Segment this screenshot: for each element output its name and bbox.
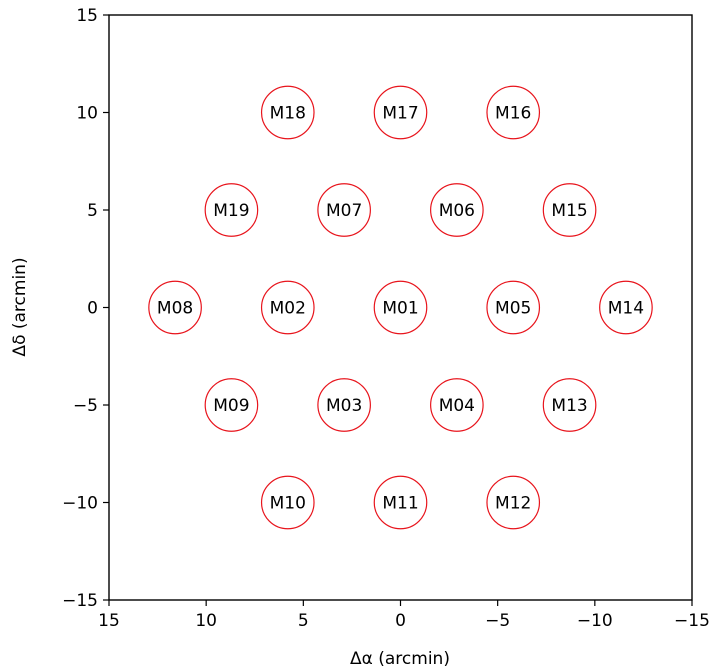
- beam-label-m12: M12: [495, 494, 531, 514]
- beam-circle-m18: [260, 85, 315, 140]
- beam-label-m07: M07: [326, 201, 362, 221]
- x-tick-label: 5: [298, 611, 309, 631]
- beam-circle-m05: [486, 280, 541, 335]
- beam-circle-m17: [373, 85, 428, 140]
- beam-label-m08: M08: [157, 299, 193, 319]
- y-axis-label: Δδ (arcmin): [10, 257, 30, 356]
- y-tick-label: 10: [76, 104, 98, 124]
- y-tick-label: 0: [87, 299, 98, 319]
- beam-circle-m08: [148, 280, 202, 335]
- beam-circle-m03: [317, 378, 371, 432]
- beam-label-m17: M17: [382, 104, 418, 124]
- beam-circle-m06: [430, 183, 484, 237]
- beam-circle-m07: [317, 183, 371, 237]
- beam-label-m19: M19: [213, 201, 249, 221]
- beam-circle-m19: [204, 183, 259, 237]
- beam-label-m06: M06: [439, 201, 475, 221]
- y-tick-label: 15: [76, 6, 98, 26]
- beam-label-m05: M05: [495, 299, 531, 319]
- beam-circle-m01: [373, 280, 428, 335]
- beam-circle-m12: [486, 475, 541, 530]
- x-tick-label: −15: [674, 611, 710, 631]
- beam-circle-m15: [542, 183, 597, 237]
- beam-circle-m11: [373, 475, 428, 530]
- beam-markers: M01 M02 M03 M04 M05 M06 M07 M08 M09 M10 M11 M12 M13 M…: [148, 85, 653, 530]
- x-tick-label: 0: [395, 611, 406, 631]
- beam-circle-m10: [260, 475, 315, 530]
- beam-label-m02: M02: [270, 299, 306, 319]
- beam-label-m11: M11: [382, 494, 418, 514]
- x-axis-ticks: 15 10 5 0 −5 −10 −15: [98, 600, 710, 631]
- beam-label-m03: M03: [326, 396, 362, 416]
- beam-circle-m02: [260, 280, 315, 335]
- y-tick-label: −15: [62, 591, 98, 611]
- beam-label-m09: M09: [213, 396, 249, 416]
- x-tick-label: −5: [485, 611, 510, 631]
- y-axis-ticks: 15 10 5 0 −5 −10 −15: [62, 6, 109, 611]
- y-tick-label: 5: [87, 201, 98, 221]
- beam-label-m13: M13: [551, 396, 587, 416]
- beam-circle-m13: [542, 378, 597, 432]
- x-tick-label: 15: [98, 611, 120, 631]
- x-axis-label: Δα (arcmin): [350, 649, 450, 669]
- beam-label-m16: M16: [495, 104, 531, 124]
- beam-label-m04: M04: [439, 396, 475, 416]
- y-tick-label: −5: [73, 396, 98, 416]
- beam-label-m14: M14: [608, 299, 644, 319]
- x-tick-label: 10: [195, 611, 217, 631]
- beam-circle-m16: [486, 85, 541, 140]
- beam-circle-m04: [430, 378, 484, 432]
- beam-label-m15: M15: [551, 201, 587, 221]
- y-tick-label: −10: [62, 494, 98, 514]
- beam-circle-m09: [204, 378, 259, 432]
- beam-label-m01: M01: [382, 299, 418, 319]
- x-tick-label: −10: [577, 611, 613, 631]
- beam-label-m10: M10: [270, 494, 306, 514]
- beam-circle-m14: [599, 280, 653, 335]
- beam-label-m18: M18: [270, 104, 306, 124]
